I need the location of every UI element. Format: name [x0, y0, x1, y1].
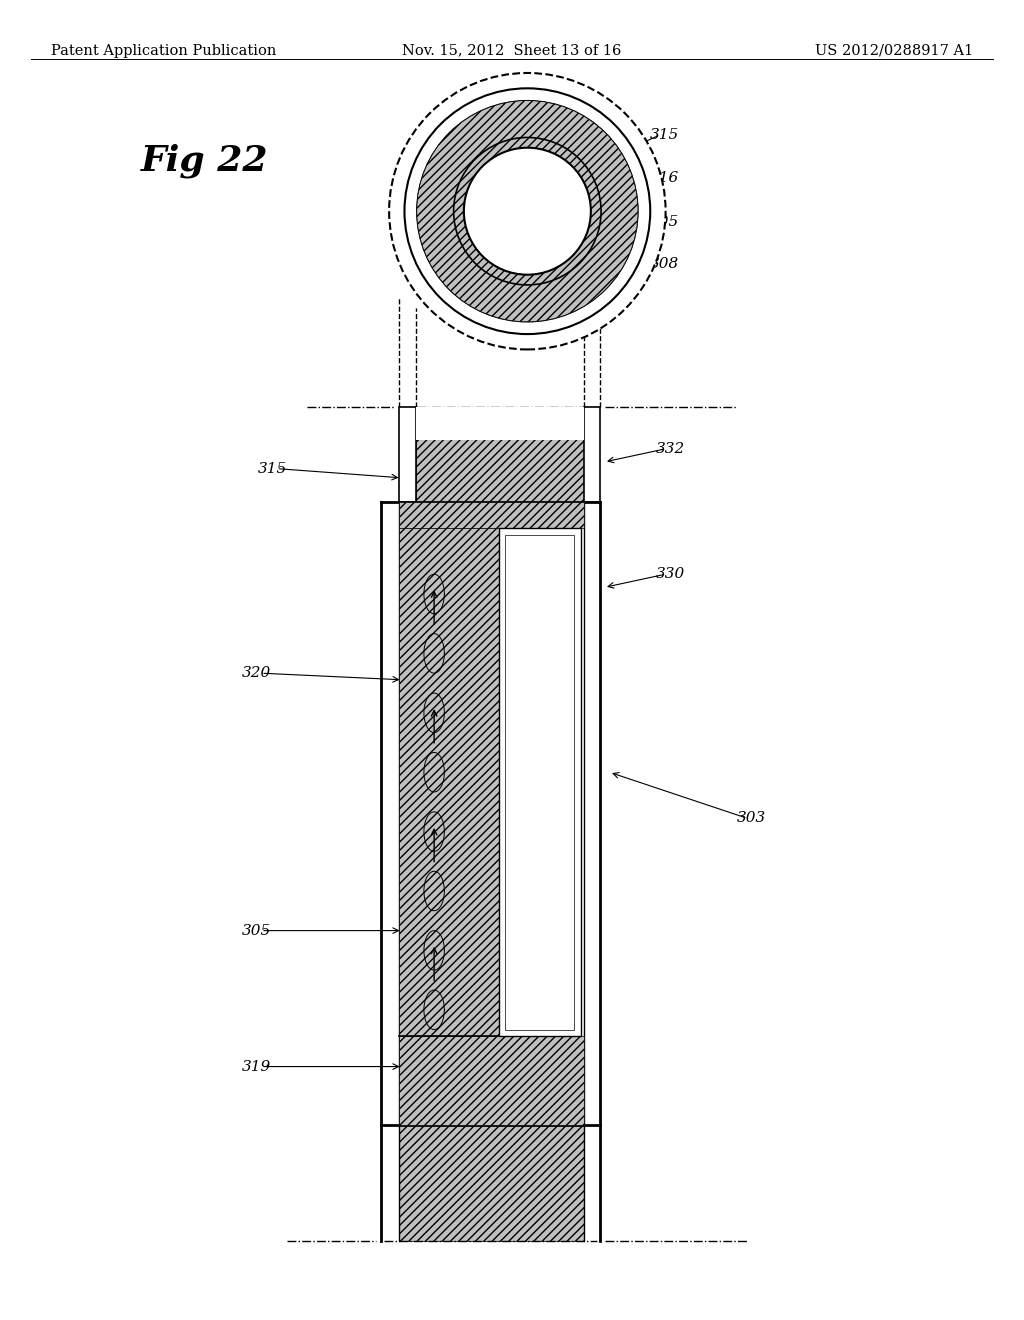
Bar [499, 528, 581, 1036]
Text: 303: 303 [737, 812, 767, 825]
Text: 305: 305 [242, 924, 271, 937]
Text: 305: 305 [650, 215, 680, 228]
Text: 308: 308 [650, 257, 680, 271]
Text: 330: 330 [655, 568, 685, 581]
Ellipse shape [389, 73, 666, 350]
Text: US 2012/0288917 A1: US 2012/0288917 A1 [814, 44, 973, 58]
Bar [505, 535, 574, 1030]
Bar [416, 407, 584, 502]
Text: Nov. 15, 2012  Sheet 13 of 16: Nov. 15, 2012 Sheet 13 of 16 [402, 44, 622, 58]
Bar [399, 1125, 584, 1241]
Ellipse shape [417, 100, 638, 322]
Bar [399, 502, 584, 528]
Text: 315: 315 [257, 462, 287, 475]
Bar [584, 407, 600, 502]
Bar [399, 407, 416, 502]
Text: 332: 332 [655, 442, 685, 455]
Text: Patent Application Publication: Patent Application Publication [51, 44, 276, 58]
Ellipse shape [464, 148, 591, 275]
Text: 316: 316 [650, 172, 680, 185]
Text: 319: 319 [242, 1060, 271, 1073]
Text: Fig 22: Fig 22 [141, 144, 268, 178]
Ellipse shape [404, 88, 650, 334]
Bar [399, 528, 499, 1036]
Bar [399, 1036, 584, 1125]
Text: 315: 315 [650, 128, 680, 141]
Ellipse shape [417, 100, 638, 322]
Text: 320: 320 [242, 667, 271, 680]
Bar [416, 407, 584, 440]
